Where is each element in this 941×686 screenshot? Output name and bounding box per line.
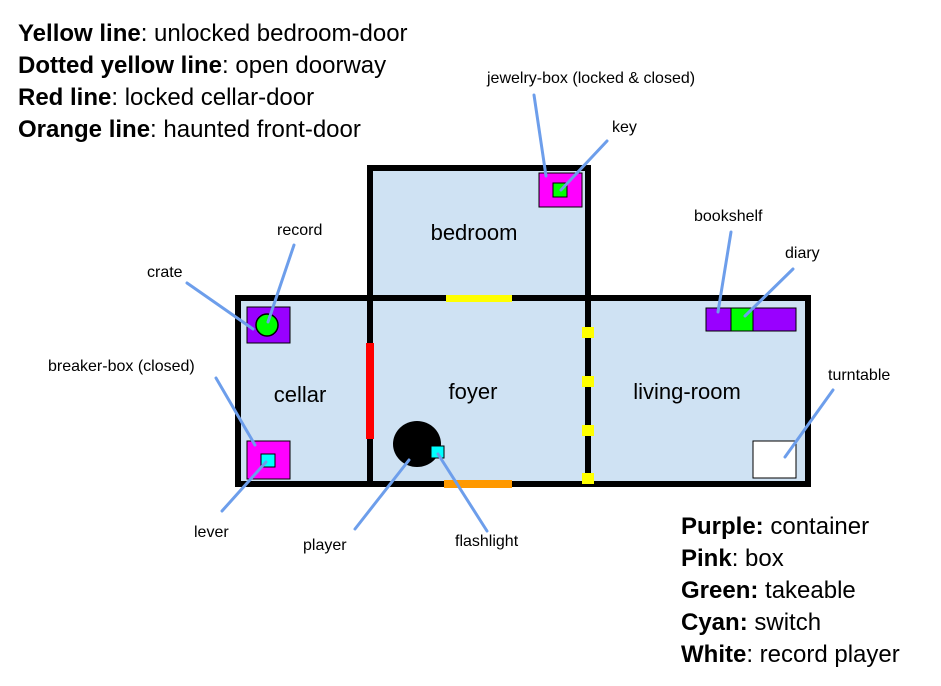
legend-white: White: record player [681,641,900,668]
doorway-dash [582,327,594,338]
legend-purple: Purple: container [681,513,870,540]
legend-pink: Pink: box [681,545,784,572]
legend-dotted-yellow-line: Dotted yellow line: open doorway [18,52,387,79]
legend-red-line: Red line: locked cellar-door [18,84,315,111]
doorway-dash [582,425,594,436]
record [255,313,279,337]
key-label: key [612,119,637,136]
bedroom-label: bedroom [431,220,518,245]
turntable-label: turntable [828,367,890,384]
crate-label: crate [147,264,183,281]
pointer-turntable [783,388,835,459]
legend-yellow-line: Yellow line: unlocked bedroom-door [18,20,408,47]
lever-label: lever [194,524,229,541]
foyer-label: foyer [449,379,498,404]
turntable [752,440,797,479]
flashlight [430,445,445,459]
record-label: record [277,222,322,239]
pointer-bookshelf [716,230,733,314]
breaker-box-label: breaker-box (closed) [48,358,195,375]
bedroom-door [446,295,512,302]
doorway-dash [582,473,594,484]
legend-top: Yellow line: unlocked bedroom-door Dotte… [18,18,408,146]
cellar-label: cellar [274,382,327,407]
pointer-record [266,243,296,324]
diary-label: diary [785,245,820,262]
pointer-breaker-box [214,376,257,447]
player-label: player [303,537,347,554]
front-door [444,480,512,488]
jewelry-box-label: jewelry-box (locked & closed) [486,70,695,87]
legend-green: Green: takeable [681,577,856,604]
pointer-jewelry-box [532,93,548,178]
outer-wall [235,165,811,487]
pointer-crate [185,281,255,331]
bookshelf-label: bookshelf [694,208,763,225]
pointer-key [559,139,609,192]
flashlight-label: flashlight [455,533,519,550]
legend-cyan: Cyan: switch [681,609,822,636]
pointer-flashlight [436,452,489,533]
pointer-player [353,458,411,531]
pointer-diary [743,267,795,318]
legend-bottom: Purple: container Pink: box Green: takea… [681,511,900,671]
cellar-door [366,343,374,439]
pointer-lever [220,460,268,513]
living-room-label: living-room [633,379,741,404]
doorway-dash [582,376,594,387]
living-room-doorway [582,327,594,484]
player [393,421,441,467]
legend-orange-line: Orange line: haunted front-door [18,116,361,143]
